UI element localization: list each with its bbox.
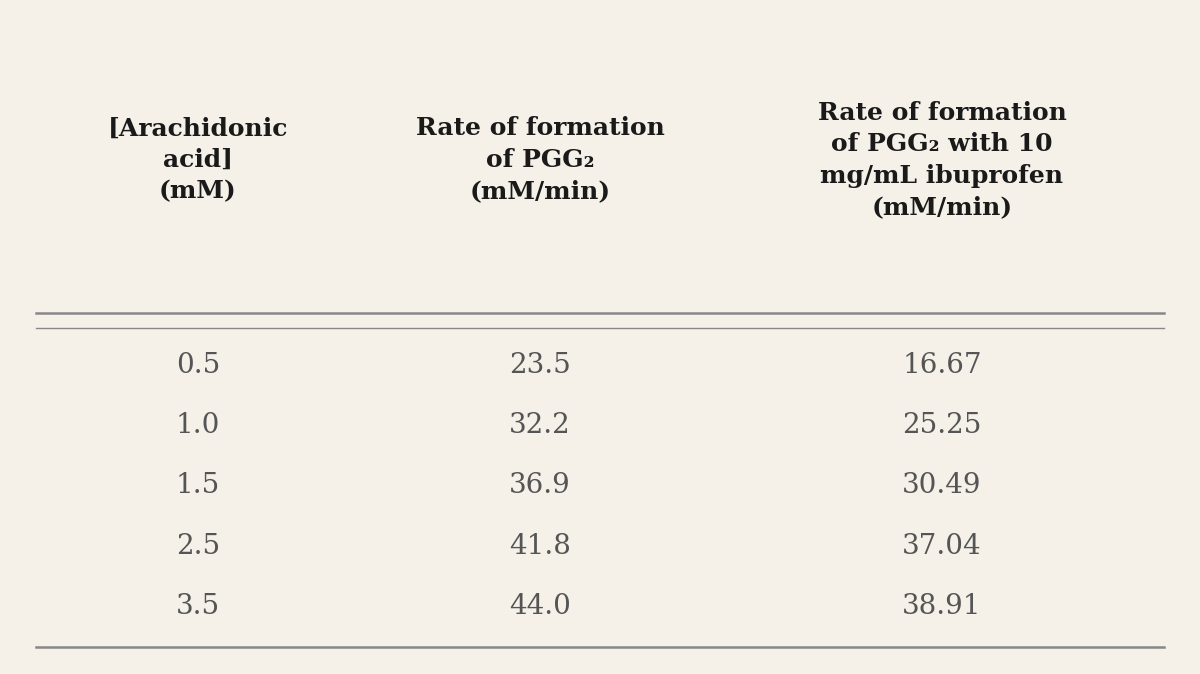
Text: 1.0: 1.0: [176, 412, 220, 439]
Text: 2.5: 2.5: [176, 533, 220, 560]
Text: 16.67: 16.67: [902, 352, 982, 379]
Text: Rate of formation
of PGG₂
(mM/min): Rate of formation of PGG₂ (mM/min): [415, 117, 665, 204]
Text: 1.5: 1.5: [176, 472, 220, 499]
Text: 44.0: 44.0: [509, 593, 571, 620]
Text: 36.9: 36.9: [509, 472, 571, 499]
Text: 37.04: 37.04: [902, 533, 982, 560]
Text: 23.5: 23.5: [509, 352, 571, 379]
Text: 32.2: 32.2: [509, 412, 571, 439]
Text: 30.49: 30.49: [902, 472, 982, 499]
Text: 3.5: 3.5: [176, 593, 220, 620]
Text: 41.8: 41.8: [509, 533, 571, 560]
Text: 25.25: 25.25: [902, 412, 982, 439]
Text: [Arachidonic
acid]
(mM): [Arachidonic acid] (mM): [108, 117, 288, 204]
Text: 0.5: 0.5: [176, 352, 220, 379]
Text: 38.91: 38.91: [902, 593, 982, 620]
Text: Rate of formation
of PGG₂ with 10
mg/mL ibuprofen
(mM/min): Rate of formation of PGG₂ with 10 mg/mL …: [817, 100, 1067, 220]
